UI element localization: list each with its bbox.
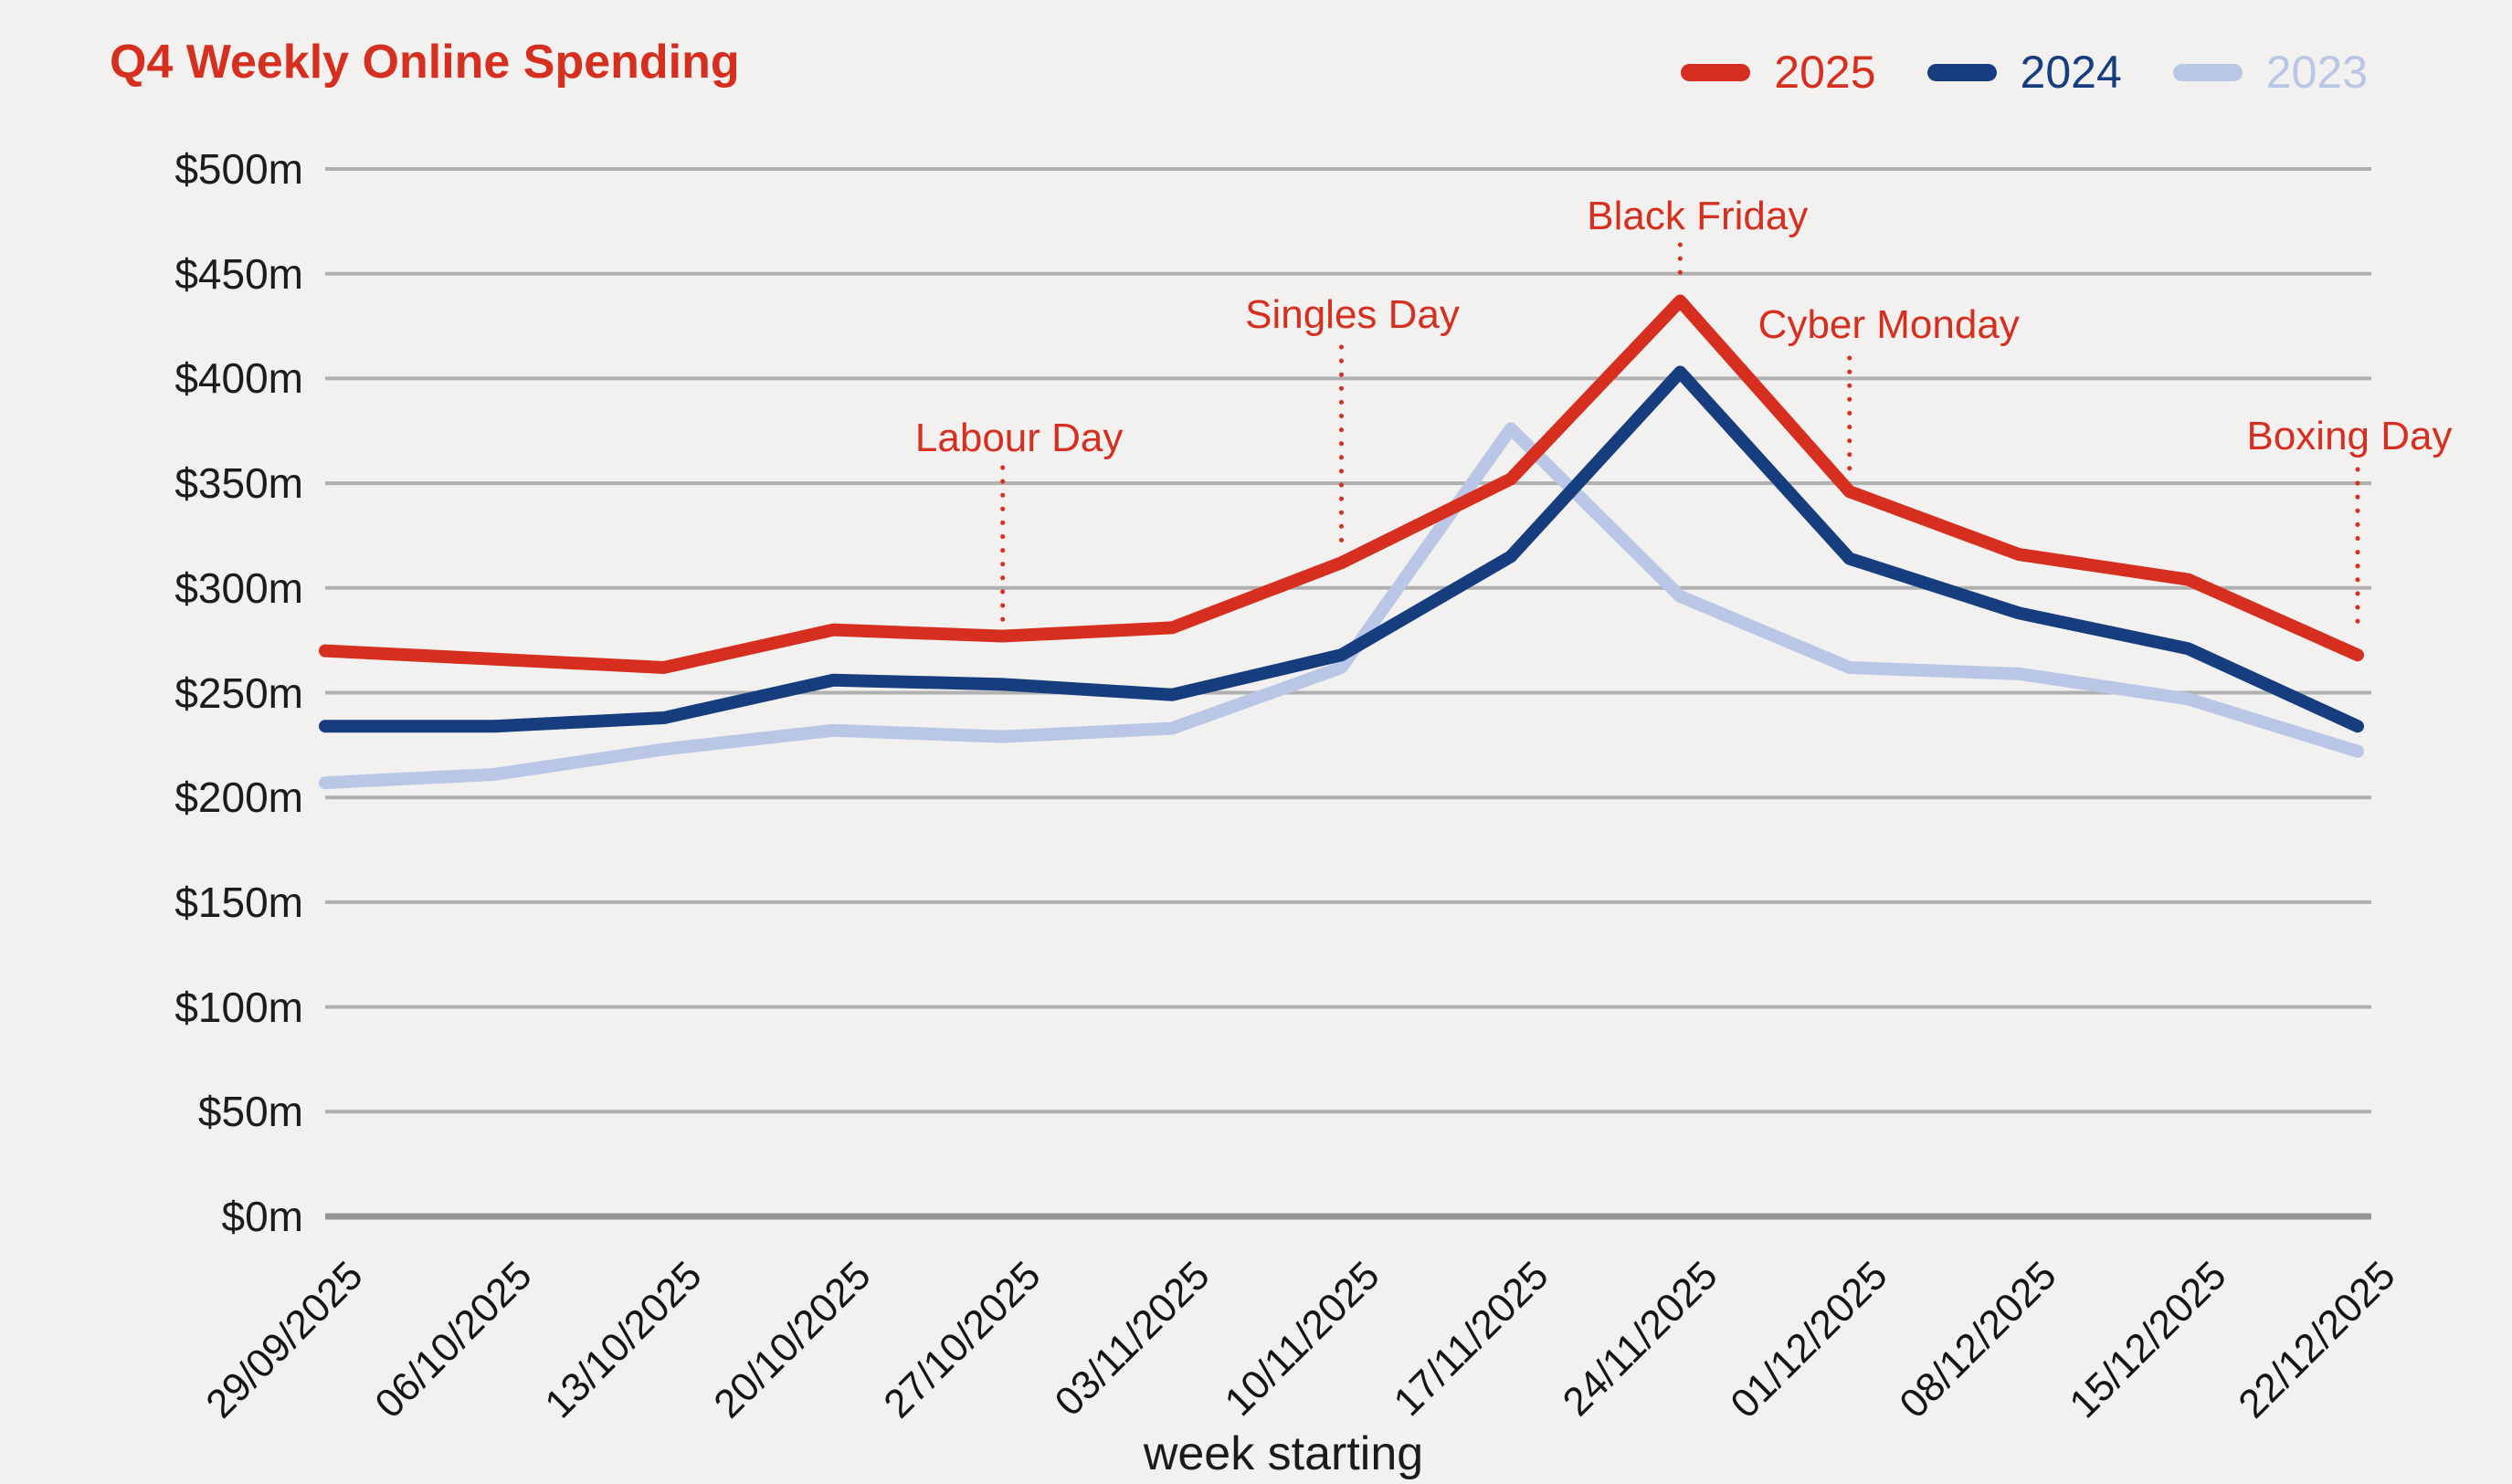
legend-label-2023: 2023 — [2265, 47, 2368, 98]
annotation-label-singles-day: Singles Day — [1245, 292, 1460, 337]
y-tick-label: $250m — [174, 668, 303, 717]
y-tick-label: $0m — [221, 1193, 303, 1240]
annotation-label-labour-day: Labour Day — [914, 416, 1124, 460]
legend-item-2024: 2024 — [1926, 46, 2122, 99]
series-line-2023 — [319, 422, 2364, 790]
legend-item-2023: 2023 — [2172, 46, 2368, 99]
chart-title: Q4 Weekly Online Spending — [110, 36, 740, 89]
y-tick-label: $50m — [197, 1088, 303, 1136]
legend-swatch-2024-icon — [1926, 63, 1997, 81]
annotation-label-black-friday: Black Friday — [1587, 194, 1809, 238]
legend-label-2025: 2025 — [1774, 47, 1876, 98]
legend-label-2024: 2024 — [2020, 47, 2122, 98]
y-tick-label: $350m — [174, 459, 303, 508]
y-tick-label: $300m — [174, 563, 303, 612]
legend-swatch-2025-icon — [1681, 63, 1751, 81]
x-axis-title: week starting — [1143, 1427, 1424, 1480]
y-tick-label: $100m — [174, 983, 303, 1031]
y-tick-label: $450m — [174, 249, 303, 298]
annotation-label-boxing-day: Boxing Day — [2246, 414, 2453, 458]
y-tick-label: $400m — [174, 354, 303, 403]
y-tick-label: $200m — [174, 774, 303, 822]
legend-item-2025: 2025 — [1681, 46, 1876, 99]
legend: 2025 2024 2023 — [1681, 46, 2368, 99]
series-line-2024 — [319, 365, 2364, 733]
series-line-2025 — [319, 294, 2364, 674]
legend-swatch-2023-icon — [2172, 63, 2243, 81]
y-tick-label: $500m — [174, 145, 303, 193]
annotation-label-cyber-monday: Cyber Monday — [1757, 302, 2020, 347]
y-tick-label: $150m — [174, 878, 303, 926]
